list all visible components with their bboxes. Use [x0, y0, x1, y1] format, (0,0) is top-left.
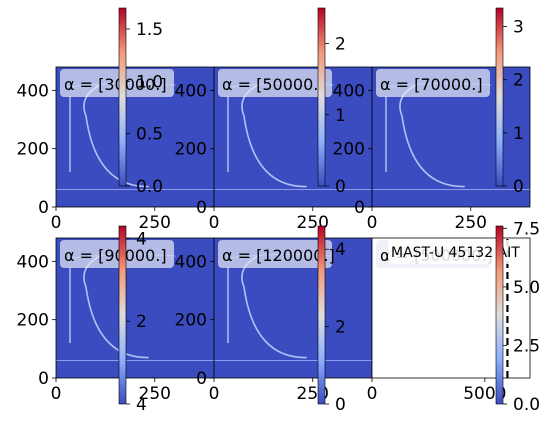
colorbar-bar [317, 7, 326, 187]
legend-label: MAST-U 45132 AIT [391, 245, 520, 261]
colorbar-2: 0 1 2 [317, 7, 346, 197]
y-tick-label: 200 [175, 311, 207, 331]
colorbar-bar [118, 7, 127, 187]
legend: MAST-U 45132 AIT [388, 240, 528, 264]
colorbar-tick-label: 1.5 [136, 20, 163, 40]
colorbar-bar [118, 225, 127, 405]
colorbar-3: 0 1 2 3 [495, 7, 524, 197]
colorbar-tick-label: 2 [136, 312, 147, 332]
colorbar-6: 0.0 2.5 5.0 7.5 [495, 219, 540, 415]
y-tick-label: 0 [354, 198, 365, 218]
y-tick-label: 0 [38, 369, 49, 389]
colorbar-tick-label: 7.5 [513, 219, 540, 239]
x-tick-label: 0 [51, 213, 62, 233]
x-tick-label: 0 [51, 384, 62, 404]
axes-frame [371, 66, 531, 208]
y-tick-label: 200 [333, 140, 365, 160]
colorbar-bar [495, 225, 504, 405]
alpha-label: α = [30000.] [64, 75, 167, 94]
alpha-label-box [218, 240, 332, 268]
y-tick-label: 400 [333, 81, 365, 101]
y-tick-label: 0 [38, 198, 49, 218]
colorbar-bar [317, 225, 326, 405]
alpha-label-box [60, 69, 174, 97]
alpha-label: α = [90000.] [64, 246, 167, 265]
y-tick-label: 400 [175, 252, 207, 272]
y-tick-label: 200 [17, 140, 49, 160]
colorbar-tick-label: 4 [136, 229, 147, 249]
alpha-label: α = [120000.] [222, 246, 335, 265]
colorbar-5: 0 2 4 [317, 225, 346, 415]
y-tick-label: 400 [17, 81, 49, 101]
alpha-label-box [376, 69, 490, 97]
y-tick-label: 400 [17, 252, 49, 272]
colorbar-tick-label: 1 [335, 106, 346, 126]
alpha-label-box [60, 240, 174, 268]
colorbar-tick-label: 5.0 [513, 278, 540, 298]
x-tick-label: 250 [139, 384, 171, 404]
colorbar-1: 0.0 0.5 1.0 1.5 [118, 7, 163, 197]
colorbar-tick-label: 4 [136, 395, 147, 415]
colorbar-tick-label: 2 [513, 71, 524, 91]
heatmap-panel-1: 0 250 0 200 400 α = [30000.] [17, 66, 215, 233]
alpha-label: α = [70000.] [380, 75, 483, 94]
colorbar-tick-label: 1.0 [136, 72, 163, 92]
x-tick-label: 0 [209, 213, 220, 233]
x-tick-label: 250 [455, 213, 487, 233]
alpha-label-box [218, 69, 332, 97]
colorbar-tick-label: 2.5 [513, 336, 540, 356]
y-tick-label: 200 [17, 311, 49, 331]
colorbar-tick-label: 2 [335, 35, 346, 55]
x-tick-label: 5000 [463, 384, 506, 404]
colorbar-4: 4 2 4 [118, 225, 147, 415]
x-tick-label: 0 [209, 384, 220, 404]
colorbar-tick-label: 0.0 [513, 395, 540, 415]
y-tick-label: 200 [175, 140, 207, 160]
colorbar-tick-label: 0 [513, 177, 524, 197]
colorbar-tick-label: 1 [513, 124, 524, 144]
colorbar-tick-label: 0.5 [136, 125, 163, 145]
y-tick-label: 0 [196, 369, 207, 389]
colorbar-tick-label: 0 [335, 177, 346, 197]
colorbar-tick-label: 3 [513, 18, 524, 38]
colorbar-tick-label: 0 [335, 395, 346, 415]
legend-box [388, 240, 528, 264]
y-tick-label: 0 [196, 198, 207, 218]
x-tick-label: 0 [367, 384, 378, 404]
colorbar-tick-label: 0.0 [136, 177, 163, 197]
colorbar-bar [495, 7, 504, 187]
y-tick-label: 400 [175, 81, 207, 101]
x-tick-label: 0 [367, 213, 378, 233]
colorbar-tick-label: 2 [335, 318, 346, 338]
x-tick-label: 250 [139, 213, 171, 233]
alpha-label: α = [50000.] [222, 75, 325, 94]
colorbar-tick-label: 4 [335, 240, 346, 260]
